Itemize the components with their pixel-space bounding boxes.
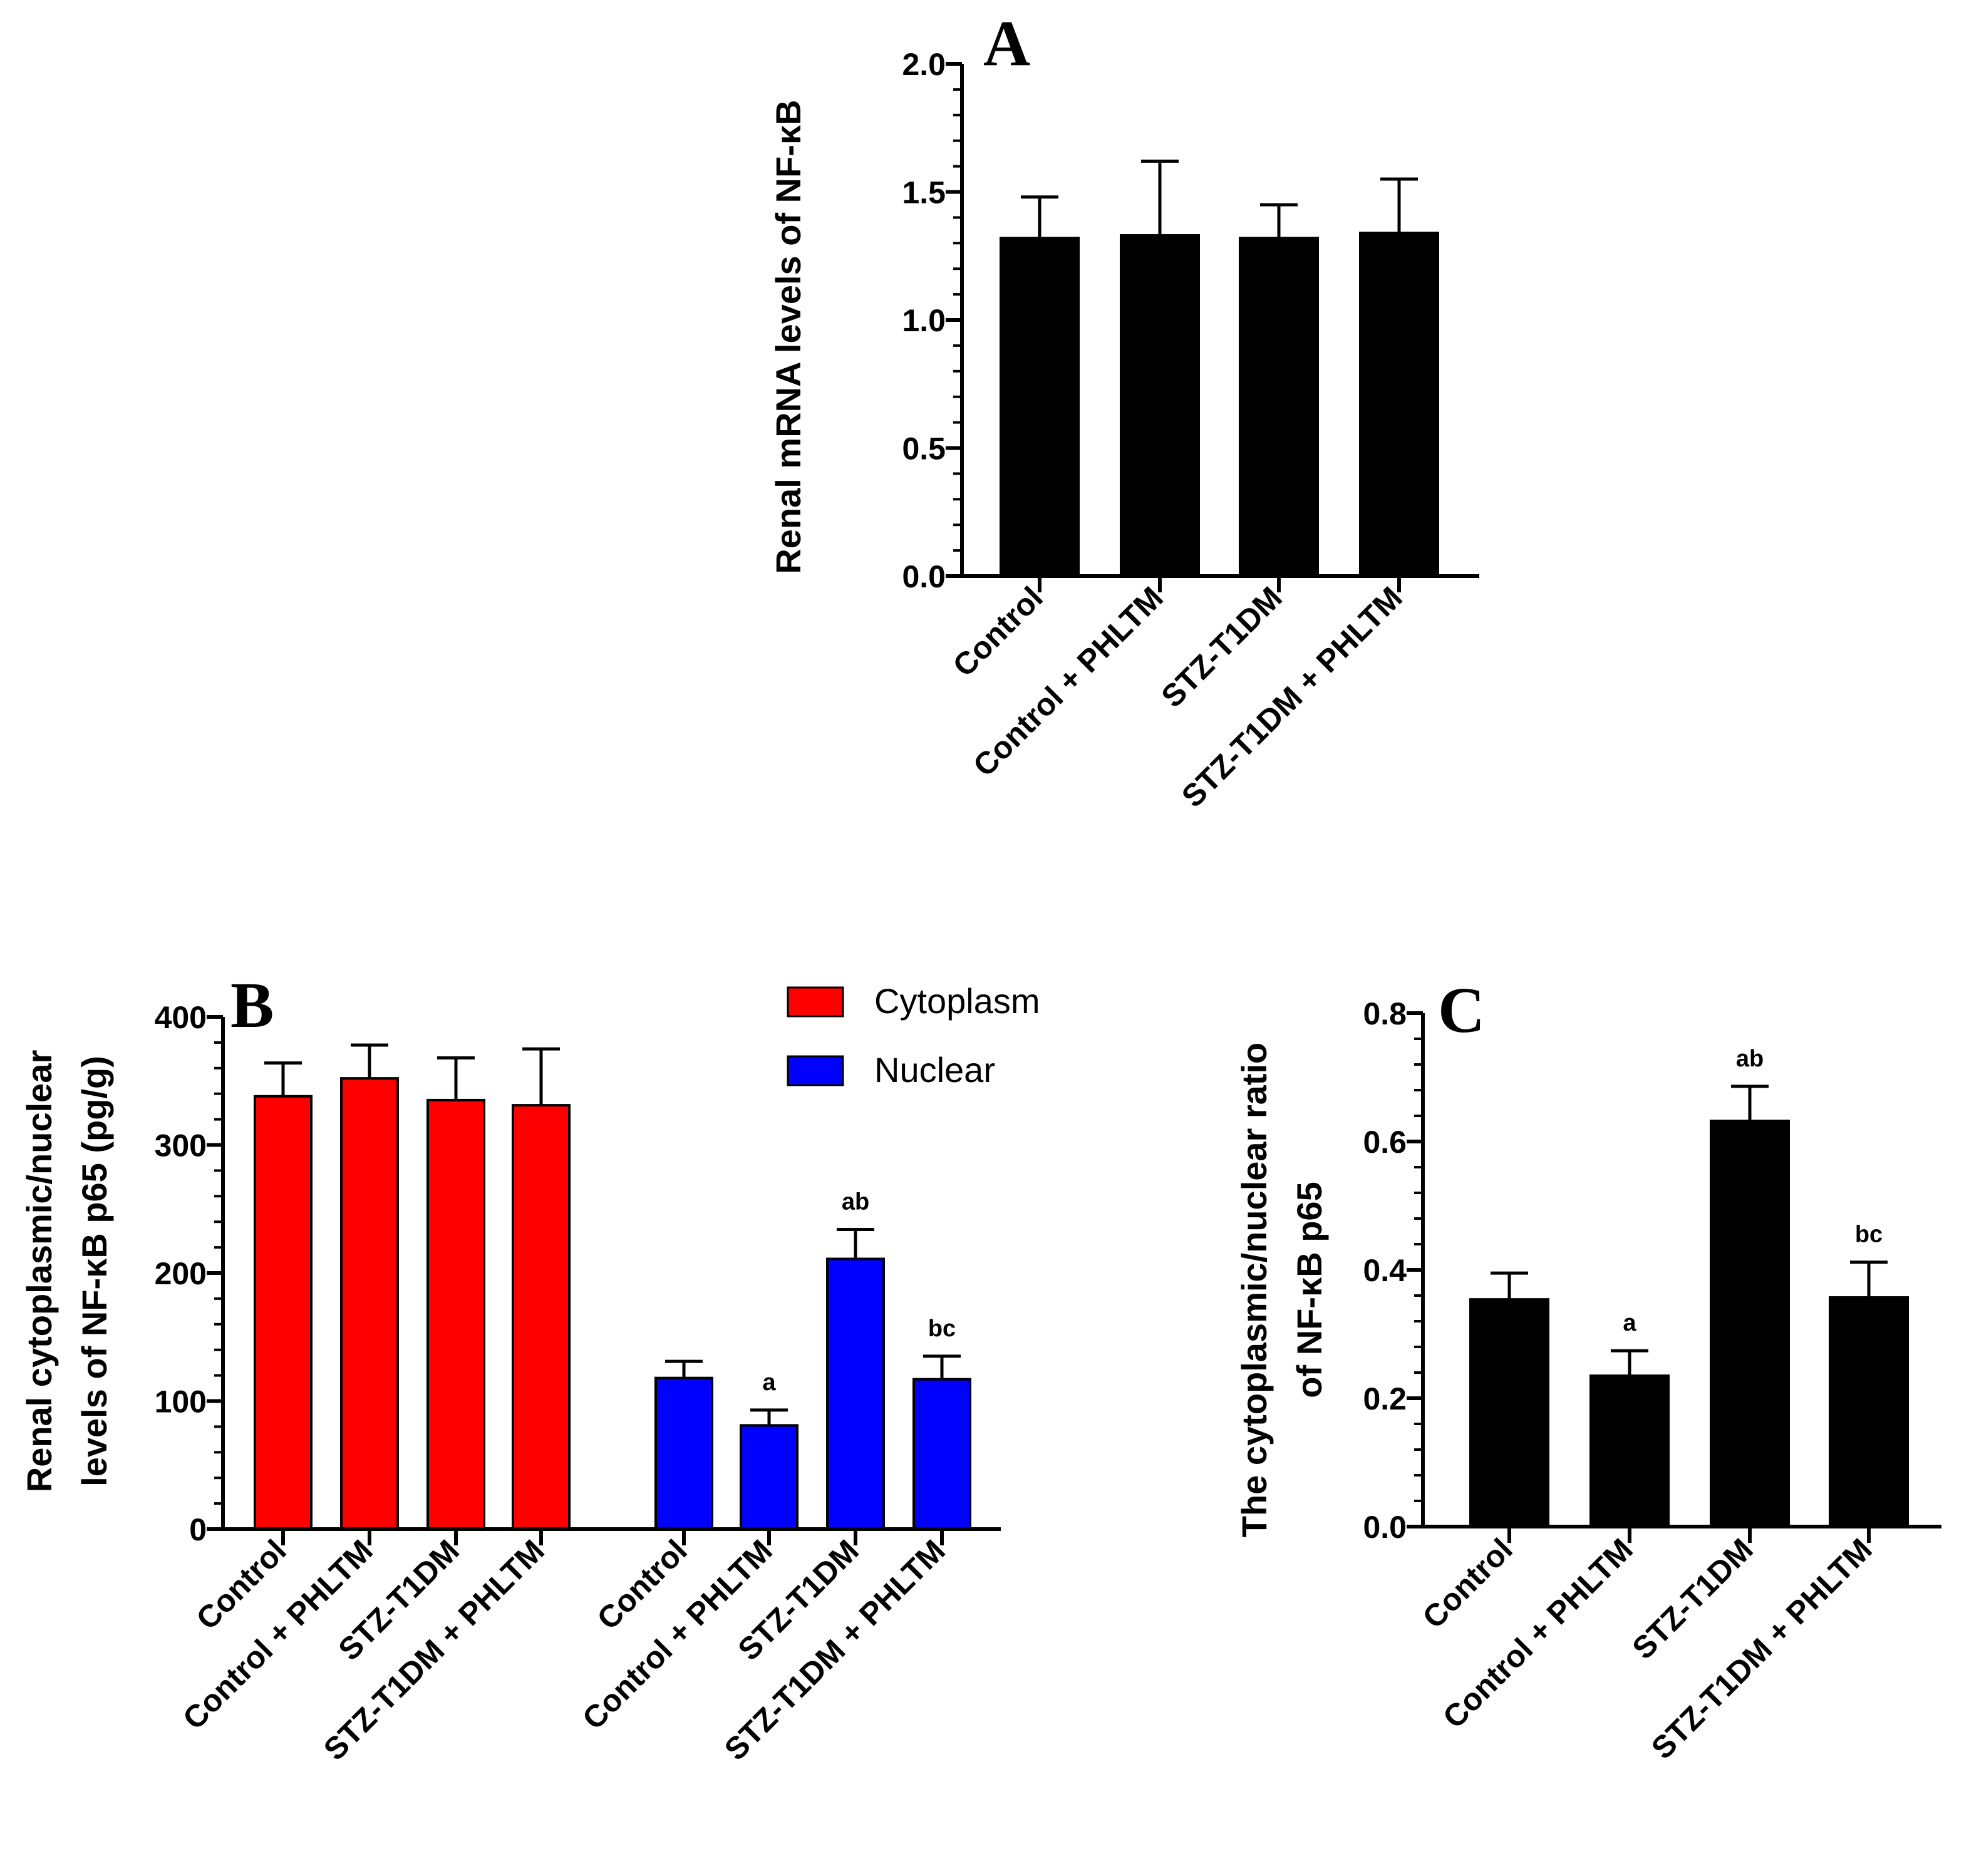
panel-b-y-tick-label: 400 — [155, 1000, 207, 1035]
panel-a-y-ticks: 0.0 0.5 1.0 1.5 2.0 — [902, 47, 962, 594]
panel-c-y-tick-label: 0.0 — [1363, 1510, 1407, 1545]
panel-a-y-tick-label: 1.5 — [902, 175, 946, 210]
panel-c-y-axis-label-line2: of NF-κB p65 — [1290, 1182, 1329, 1398]
legend-swatch-cytoplasm — [787, 986, 844, 1018]
panel-b-bar-nuclear-stz-t1dm — [826, 1257, 885, 1530]
panel-a-letter: A — [983, 8, 1030, 80]
panel-b-bar-nuclear-control-phltm — [740, 1424, 799, 1530]
panel-b-y-tick-label: 0 — [189, 1512, 207, 1547]
panel-b-sig-label-nuclear-control-phltm: a — [762, 1369, 776, 1396]
panel-b-y-ticks: 0 100 200 300 400 — [155, 1000, 223, 1547]
panel-c: C The cytoplasmic/nuclear ratio of NF-κB… — [1234, 974, 1941, 1766]
panel-b-letter: B — [230, 969, 274, 1041]
panel-c-bar-stz-t1dm — [1710, 1120, 1790, 1528]
panel-a-bar-control-phltm — [1120, 234, 1200, 577]
panel-a-bar-stz-t1dm-phltm — [1359, 231, 1439, 577]
panel-c-sig-label-control-phltm: a — [1623, 1310, 1636, 1336]
panel-c-y-axis-label-line1: The cytoplasmic/nuclear ratio — [1234, 1043, 1274, 1537]
panel-c-sig-label-stz-t1dm-phltm: bc — [1855, 1222, 1883, 1248]
panel-b-legend: Cytoplasm Nuclear — [787, 981, 1040, 1090]
legend-swatch-nuclear — [787, 1055, 844, 1086]
panel-c-y-tick-label: 0.2 — [1363, 1381, 1407, 1416]
panel-c-y-ticks: 0.0 0.2 0.4 0.6 0.8 — [1363, 996, 1423, 1545]
panel-c-x-label-control: Control — [1416, 1532, 1519, 1635]
panel-b-y-axis-label-line1: Renal cytoplasmic/nuclear — [19, 1050, 59, 1493]
panel-b-sig-label-nuclear-stz-t1dm: ab — [842, 1188, 869, 1215]
panel-b-y-tick-label: 100 — [155, 1384, 207, 1420]
panel-b-sig-label-nuclear-stz-t1dm-phltm: bc — [928, 1316, 956, 1342]
panel-c-y-tick-label: 0.6 — [1363, 1125, 1407, 1160]
panel-b-bar-cytoplasm-stz-t1dm-phltm — [512, 1104, 571, 1530]
panel-a-x-label-stz-t1dm: STZ-T1DM — [1154, 580, 1288, 714]
panel-a: A Renal mRNA levels of NF-κB 0.0 0.5 1.0 1.… — [768, 8, 1479, 814]
panel-b-significance-labels: a ab bc — [762, 1188, 956, 1395]
panel-a-x-label-stz-t1dm-phltm: STZ-T1DM + PHLTM — [1175, 580, 1409, 814]
panel-b-bar-nuclear-stz-t1dm-phltm — [912, 1378, 971, 1531]
panel-b-bar-cytoplasm-control-phltm — [340, 1077, 399, 1531]
panel-b-y-tick-label: 300 — [155, 1128, 207, 1163]
panel-c-significance-labels: a ab bc — [1623, 1046, 1883, 1336]
panel-c-bar-stz-t1dm-phltm — [1829, 1296, 1909, 1528]
legend-label-cytoplasm: Cytoplasm — [874, 981, 1040, 1021]
panel-c-bar-control — [1469, 1298, 1549, 1528]
panel-a-y-axis-label: Renal mRNA levels of NF-κB — [768, 100, 808, 574]
legend-label-nuclear: Nuclear — [874, 1050, 995, 1090]
panel-b-y-axis-label-line2: levels of NF-κB p65 (pg/g) — [75, 1056, 114, 1487]
panel-a-x-label-control: Control — [946, 580, 1050, 683]
panel-c-letter: C — [1438, 974, 1485, 1046]
panel-c-x-label-stz-t1dm-phltm: STZ-T1DM + PHLTM — [1645, 1532, 1879, 1766]
panel-c-bars — [1469, 1120, 1909, 1528]
panel-a-y-tick-label: 0.5 — [902, 431, 946, 466]
panel-c-y-tick-label: 0.4 — [1363, 1253, 1407, 1288]
panel-b-bars — [254, 1077, 971, 1531]
panel-a-bars — [1000, 231, 1439, 577]
panel-b-bar-nuclear-control — [654, 1376, 713, 1530]
panel-b-bar-cytoplasm-control — [254, 1095, 313, 1531]
panel-a-bar-stz-t1dm — [1239, 237, 1319, 577]
panel-c-y-tick-label: 0.8 — [1363, 996, 1407, 1031]
panel-c-error-bars — [1491, 1085, 1888, 1376]
panel-c-bar-control-phltm — [1589, 1374, 1670, 1528]
panel-b-y-tick-label: 200 — [155, 1256, 207, 1291]
panel-a-y-tick-label: 0.0 — [902, 559, 946, 594]
panel-b: B Renal cytoplasmic/nuclear levels of NF… — [19, 969, 1040, 1767]
panel-a-error-bars — [1021, 159, 1418, 239]
panel-c-sig-label-stz-t1dm: ab — [1736, 1046, 1764, 1072]
panel-b-error-bars — [264, 1043, 961, 1426]
panel-b-bar-cytoplasm-stz-t1dm — [426, 1098, 485, 1531]
panel-a-y-tick-label: 2.0 — [902, 47, 946, 82]
panel-a-y-tick-label: 1.0 — [902, 303, 946, 338]
panel-a-bar-control — [1000, 237, 1080, 577]
